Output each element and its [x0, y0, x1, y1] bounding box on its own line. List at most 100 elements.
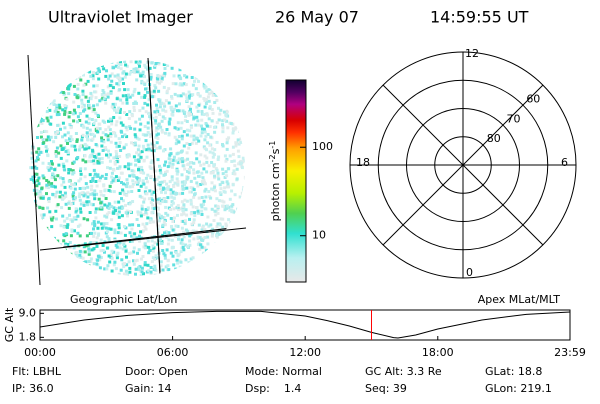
- pixel: [163, 71, 167, 75]
- pixel: [186, 157, 190, 161]
- pixel: [149, 135, 152, 138]
- pixel: [215, 98, 219, 102]
- colorbar-label: photon cm-2s-1: [268, 141, 283, 222]
- pixel: [87, 146, 91, 150]
- pixel: [113, 228, 117, 232]
- pixel: [114, 64, 118, 68]
- pixel: [148, 221, 152, 224]
- pixel: [45, 274, 49, 276]
- pixel: [156, 110, 160, 113]
- pixel: [175, 177, 179, 181]
- pixel: [53, 87, 57, 91]
- pixel: [153, 257, 156, 261]
- pixel: [198, 62, 201, 66]
- pixel: [52, 258, 56, 262]
- pixel: [195, 262, 199, 266]
- pixel: [188, 217, 191, 221]
- pixel: [66, 61, 70, 65]
- pixel: [239, 222, 242, 226]
- pixel: [192, 168, 196, 172]
- pixel: [212, 219, 216, 222]
- pixel: [227, 105, 231, 109]
- pixel: [221, 181, 225, 185]
- pixel: [238, 223, 242, 227]
- pixel: [207, 80, 211, 83]
- pixel: [110, 269, 114, 273]
- pixel: [53, 178, 57, 182]
- pixel: [32, 85, 36, 89]
- pixel: [139, 155, 143, 159]
- pixel: [146, 67, 150, 71]
- pixel: [176, 151, 180, 155]
- info-text: GLon: 219.1: [485, 382, 552, 395]
- pixel: [60, 260, 64, 264]
- pixel: [242, 108, 245, 112]
- pixel: [240, 61, 244, 65]
- pixel: [138, 60, 142, 64]
- pixel: [118, 111, 122, 114]
- x-tick-label: 18:00: [422, 346, 454, 359]
- pixel: [118, 107, 122, 111]
- pixel: [110, 60, 114, 64]
- pixel: [221, 217, 225, 221]
- pixel: [92, 159, 96, 163]
- pixel: [79, 144, 83, 148]
- pixel: [210, 119, 214, 123]
- pixel: [214, 257, 218, 261]
- pixel: [174, 224, 178, 228]
- pixel: [179, 272, 183, 275]
- pixel: [72, 171, 76, 175]
- pixel: [121, 247, 125, 251]
- pixel: [176, 109, 179, 113]
- pixel: [185, 96, 189, 100]
- pixel: [84, 182, 88, 186]
- pixel: [241, 132, 245, 136]
- pixel: [137, 268, 141, 272]
- pixel: [128, 210, 132, 214]
- pixel: [156, 158, 160, 162]
- pixel: [68, 241, 72, 244]
- pixel: [151, 206, 155, 210]
- pixel: [200, 110, 204, 113]
- pixel: [107, 125, 111, 129]
- pixel: [176, 121, 180, 125]
- pixel: [117, 83, 121, 87]
- pixel: [118, 206, 121, 210]
- pixel: [45, 183, 49, 187]
- pixel: [149, 73, 153, 76]
- pixel: [196, 119, 200, 123]
- pixel: [162, 108, 165, 112]
- pixel: [63, 168, 67, 172]
- pixel: [161, 73, 165, 77]
- pixel: [243, 175, 245, 179]
- pixel: [226, 80, 229, 84]
- pixel: [121, 123, 125, 127]
- pixel: [74, 207, 78, 211]
- pixel: [88, 211, 92, 214]
- pixel: [220, 63, 223, 66]
- pixel: [128, 231, 132, 235]
- pixel: [222, 258, 226, 262]
- pixel: [152, 246, 156, 250]
- pixel: [181, 109, 185, 113]
- pixel: [83, 147, 87, 151]
- pixel: [183, 67, 187, 70]
- pixel: [196, 211, 200, 215]
- pixel: [203, 86, 207, 90]
- pixel: [216, 222, 220, 226]
- pixel: [162, 102, 166, 106]
- pixel: [225, 119, 229, 123]
- pixel: [67, 200, 71, 204]
- pixel: [170, 238, 174, 242]
- pixel: [103, 267, 107, 271]
- pixel: [244, 158, 245, 162]
- pixel: [211, 188, 215, 192]
- pixel: [199, 163, 203, 167]
- pixel: [99, 193, 103, 197]
- pixel: [118, 246, 122, 250]
- pixel: [96, 60, 100, 64]
- pixel: [157, 175, 161, 179]
- pixel: [75, 274, 79, 276]
- pixel: [31, 175, 35, 179]
- pixel: [115, 256, 119, 260]
